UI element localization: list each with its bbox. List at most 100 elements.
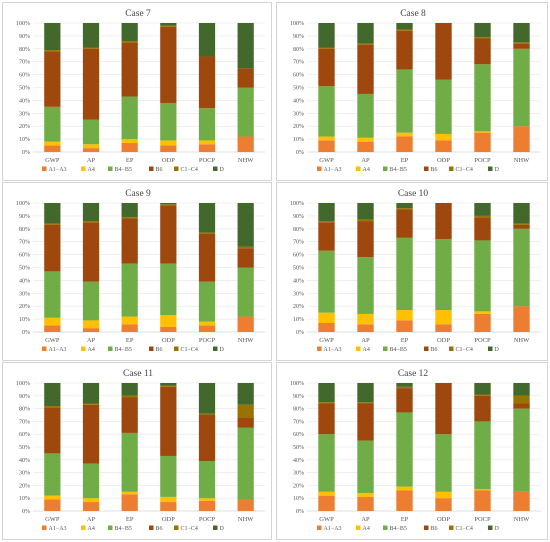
bar-segment-B6 — [318, 222, 335, 251]
y-tick-label: 100% — [16, 21, 30, 27]
bar-segment-B4−B5 — [160, 455, 177, 497]
chart-panel: Case 8 0% 10% 20% 30% 40% 50% 60% 70% 80% 90% 100% G… — [276, 2, 548, 181]
legend-swatch — [108, 166, 113, 171]
chart-svg: Case 12 0% 10% 20% 30% 40% 50% 60% 70% 80% 90% 100%… — [290, 369, 541, 532]
bar-segment-B4−B5 — [237, 427, 254, 500]
bar-segment-B4−B5 — [44, 453, 61, 496]
y-tick-label: 20% — [293, 483, 304, 489]
legend-label: B6 — [156, 526, 163, 532]
legend-swatch — [149, 166, 154, 171]
legend-swatch — [317, 525, 322, 530]
bar-segment-C1−C4 — [237, 404, 254, 418]
y-tick-label: 80% — [293, 47, 304, 53]
bar-segment-A4 — [396, 486, 413, 491]
bar-segment-D — [237, 203, 254, 247]
y-tick-label: 20% — [19, 483, 30, 489]
bar-segment-B4−B5 — [435, 239, 452, 311]
bar-segment-B6 — [357, 44, 374, 94]
legend-swatch — [213, 525, 218, 530]
bar-segment-D — [396, 203, 413, 209]
y-tick-label: 60% — [293, 253, 304, 259]
bar-segment-D — [82, 23, 100, 48]
y-tick-label: 50% — [293, 445, 304, 451]
y-tick-label: 20% — [293, 304, 304, 310]
y-tick-label: 90% — [19, 214, 30, 220]
legend-swatch — [81, 346, 86, 351]
y-tick-label: 0% — [22, 330, 30, 336]
bar-segment-C1−C4 — [513, 42, 530, 44]
bar-segment-B6 — [513, 224, 530, 229]
legend-swatch — [108, 525, 113, 530]
bar-segment-D — [44, 23, 61, 51]
bar-segment-A4 — [435, 491, 452, 499]
y-tick-label: 20% — [293, 124, 304, 130]
bar-segment-B4−B5 — [44, 271, 61, 318]
legend-swatch — [449, 166, 454, 171]
bar-segment-D — [357, 383, 374, 403]
y-tick-label: 10% — [293, 137, 304, 143]
y-tick-label: 100% — [290, 201, 304, 207]
legend-swatch — [149, 346, 154, 351]
bar-segment-B6 — [121, 42, 138, 97]
bar-segment-D — [160, 203, 177, 205]
legend-label: C1−C4 — [181, 167, 198, 173]
bar-segment-A1−A3 — [121, 494, 138, 511]
y-tick-label: 80% — [293, 227, 304, 233]
legend-label: A4 — [88, 526, 95, 532]
y-tick-label: 60% — [19, 73, 30, 79]
legend-label: A1−A3 — [324, 347, 342, 353]
bar-segment-A4 — [198, 321, 216, 326]
legend-swatch — [317, 166, 322, 171]
legend-swatch — [213, 166, 218, 171]
bar-segment-B4−B5 — [474, 240, 491, 312]
legend-label: B6 — [431, 526, 438, 532]
bar-segment-B6 — [357, 403, 374, 441]
bar-segment-B4−B5 — [474, 64, 491, 132]
x-tick-label: GWP — [45, 516, 60, 523]
legend-label: D — [495, 167, 500, 173]
y-tick-label: 70% — [293, 419, 304, 425]
bar-segment-D — [513, 383, 530, 396]
legend-swatch — [317, 346, 322, 351]
bar-segment-B6 — [318, 403, 335, 435]
x-tick-label: ODP — [162, 516, 175, 523]
bar-segment-B6 — [474, 217, 491, 241]
bar-segment-A1−A3 — [82, 148, 100, 152]
bar-segment-B6 — [82, 222, 100, 282]
bar-segment-A4 — [121, 491, 138, 495]
chart-svg: Case 10 0% 10% 20% 30% 40% 50% 60% 70% 80% 90% 100%… — [290, 189, 541, 353]
bar-segment-A4 — [318, 312, 335, 323]
chart-panel: Case 10 0% 10% 20% 30% 40% 50% 60% 70% 80% 90% 100%… — [276, 182, 548, 361]
bar-segment-A1−A3 — [160, 145, 177, 152]
y-tick-label: 70% — [19, 240, 30, 246]
bar-segment-D — [198, 383, 216, 414]
y-tick-label: 80% — [293, 407, 304, 413]
y-tick-label: 50% — [19, 445, 30, 451]
bar-segment-B6 — [357, 221, 374, 258]
bar-segment-D — [160, 383, 177, 386]
bar-segment-C1−C4 — [396, 386, 413, 389]
legend-label: B4−B5 — [390, 526, 407, 532]
bar-segment-B4−B5 — [198, 108, 216, 141]
legend-swatch — [42, 346, 47, 351]
y-tick-label: 30% — [19, 471, 30, 477]
y-tick-label: 40% — [293, 278, 304, 284]
x-tick-label: ODP — [437, 337, 450, 344]
legend-label: A1−A3 — [324, 167, 342, 173]
bar-segment-A4 — [435, 310, 452, 325]
y-tick-label: 40% — [19, 458, 30, 464]
y-tick-label: 60% — [19, 253, 30, 259]
bar-segment-D — [474, 23, 491, 38]
bar-segment-B6 — [396, 388, 413, 413]
bar-segment-A4 — [357, 137, 374, 142]
legend-swatch — [174, 166, 179, 171]
y-tick-label: 10% — [293, 496, 304, 502]
chart-panel: Case 12 0% 10% 20% 30% 40% 50% 60% 70% 80% 90% 100%… — [276, 362, 548, 540]
legend-label: B4−B5 — [115, 526, 132, 532]
y-tick-label: 20% — [19, 124, 30, 130]
y-tick-label: 0% — [296, 509, 304, 515]
bar-segment-A1−A3 — [318, 140, 335, 152]
bar-segment-D — [474, 383, 491, 395]
x-tick-label: POCP — [474, 157, 491, 164]
bar-segment-A1−A3 — [198, 144, 216, 152]
